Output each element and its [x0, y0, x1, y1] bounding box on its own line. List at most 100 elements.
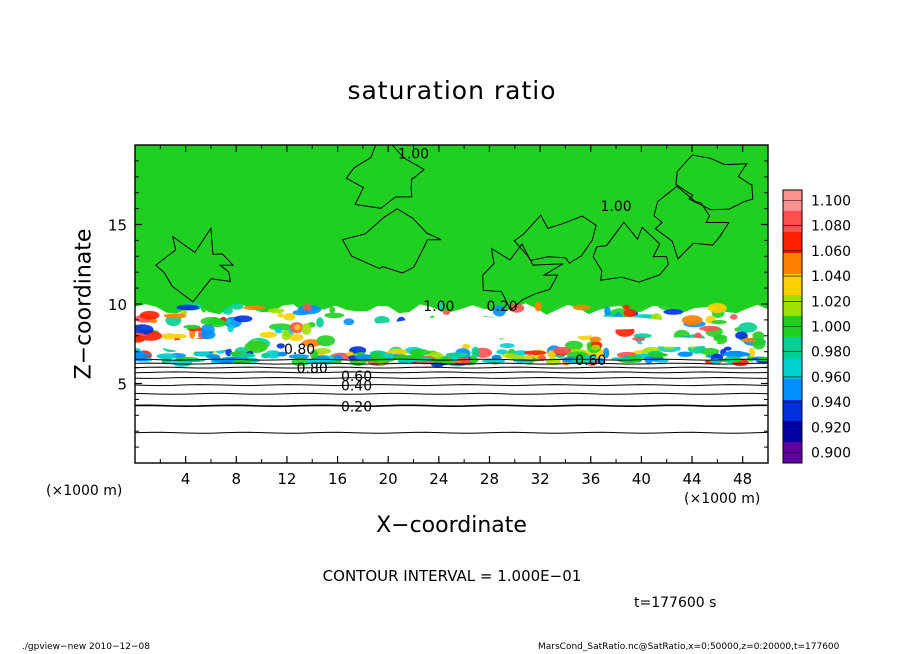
cloud-blob: [310, 350, 319, 359]
cloud-blob: [572, 304, 591, 311]
contour-line-upper: [653, 185, 730, 260]
cloud-blob: [374, 315, 390, 325]
cloud-blob: [163, 313, 187, 319]
cloud-rim-blob: [333, 355, 343, 361]
cloud-blob: [591, 344, 601, 351]
colorbar-segment: [783, 274, 802, 296]
cloud-blob: [302, 339, 322, 348]
contour-line-upper: [513, 214, 597, 264]
cloud-rim-blob: [445, 352, 469, 358]
cloud-blob: [343, 318, 355, 326]
cloud-blob: [281, 329, 291, 341]
cloud-blob: [283, 312, 296, 321]
cloud-blob: [534, 301, 542, 312]
contour-label: 1.00: [423, 299, 454, 315]
cloud-blob: [496, 349, 508, 355]
cloud-blob: [301, 323, 312, 335]
cloud-rim-blob: [738, 352, 751, 357]
contour-line-upper: [592, 221, 669, 283]
cloud-blob: [288, 333, 304, 341]
contour-line: [135, 404, 768, 408]
colorbar-segment: [783, 379, 802, 401]
cloud-blob: [492, 305, 506, 317]
colorbar-label: 0.900: [811, 446, 851, 462]
cloud-blob: [324, 312, 345, 319]
x-tick-label: 40: [632, 470, 651, 488]
contour-label: 1.00: [398, 147, 429, 163]
colorbar-segment: [783, 211, 802, 233]
cloud-rim-blob: [710, 358, 722, 364]
cloud-blob: [748, 347, 756, 358]
contour-line-upper: [345, 145, 425, 209]
cloud-rim-blob: [481, 359, 506, 363]
cloud-rim-blob: [577, 352, 586, 358]
cloud-rim-blob: [397, 358, 415, 364]
cloud-blob: [442, 310, 450, 315]
colorbar-segment: [783, 421, 802, 443]
colorbar-label: 1.100: [811, 194, 851, 210]
colorbar-label: 1.040: [811, 269, 851, 285]
cloud-blob: [742, 337, 756, 343]
cloud-blob: [603, 347, 610, 359]
cloud-blob: [752, 338, 766, 350]
undersaturated-patch: [641, 337, 718, 347]
cloud-blob: [509, 303, 525, 313]
cloud-blob: [259, 331, 277, 338]
contour-line: [135, 392, 768, 395]
x-tick-label: 20: [379, 470, 398, 488]
y-tick-label: 15: [108, 217, 127, 235]
cloud-rim-blob: [677, 351, 693, 357]
contour-label: 0.20: [487, 299, 518, 315]
cloud-blob: [233, 315, 253, 323]
cloud-blob: [730, 314, 738, 320]
plot-area: 1.001.001.00 0.200.80 0.600.400.200.600.80: [135, 145, 768, 434]
colorbar-label: 0.960: [811, 370, 851, 386]
colorbar-label: 0.920: [811, 420, 851, 436]
x-unit-label: (×1000 m): [684, 491, 761, 507]
x-tick-label: 8: [232, 470, 242, 488]
x-tick-label: 44: [682, 470, 701, 488]
cloud-blob: [681, 315, 703, 326]
cloud-blob: [176, 304, 200, 311]
cloud-blob: [139, 310, 160, 320]
cloud-blob: [316, 335, 335, 347]
contour-line: [135, 376, 768, 379]
colorbar-segment: [783, 232, 802, 254]
colorbar-label: 1.000: [811, 320, 851, 336]
colorbar-label: 1.020: [811, 294, 851, 310]
z-unit-label: (×1000 m): [46, 483, 123, 499]
contour-line: [135, 358, 768, 361]
contour-line-upper: [482, 243, 564, 311]
time-label: t=177600 s: [634, 595, 717, 611]
cloud-rim-blob: [156, 353, 177, 360]
cloud-blob: [707, 303, 727, 313]
colorbar-segment: [783, 253, 802, 275]
colorbar-segment: [783, 337, 802, 359]
cloud-blob: [632, 336, 646, 341]
contour-line-upper: [155, 226, 235, 303]
supersaturated-region: [135, 145, 768, 315]
cloud-blob: [723, 346, 732, 351]
cloud-blob: [292, 309, 310, 316]
cloud-blob: [268, 308, 285, 314]
cloud-blob: [149, 318, 158, 324]
cloud-blob: [663, 309, 684, 315]
cloud-blob: [183, 324, 201, 329]
cloud-blob: [269, 323, 292, 331]
cloud-blob: [699, 325, 721, 332]
contour-line: [135, 362, 768, 365]
cloud-blob: [180, 309, 188, 316]
contour-label: 0.80: [284, 342, 315, 358]
x-axis-label: X−coordinate: [376, 513, 527, 538]
cloud-blob: [316, 317, 324, 328]
cloud-rim-blob: [393, 355, 415, 360]
cloud-rim-blob: [370, 352, 380, 359]
x-tick-label: 48: [733, 470, 752, 488]
cloud-blob: [589, 336, 602, 343]
x-tick-label: 12: [277, 470, 296, 488]
cloud-blob: [274, 327, 283, 334]
cloud-rim-blob: [135, 352, 152, 357]
footer-program-label: ./gpview−new 2010−12−08: [22, 642, 150, 652]
cloud-rim-blob: [634, 353, 650, 357]
cloud-rim-blob: [229, 351, 241, 356]
